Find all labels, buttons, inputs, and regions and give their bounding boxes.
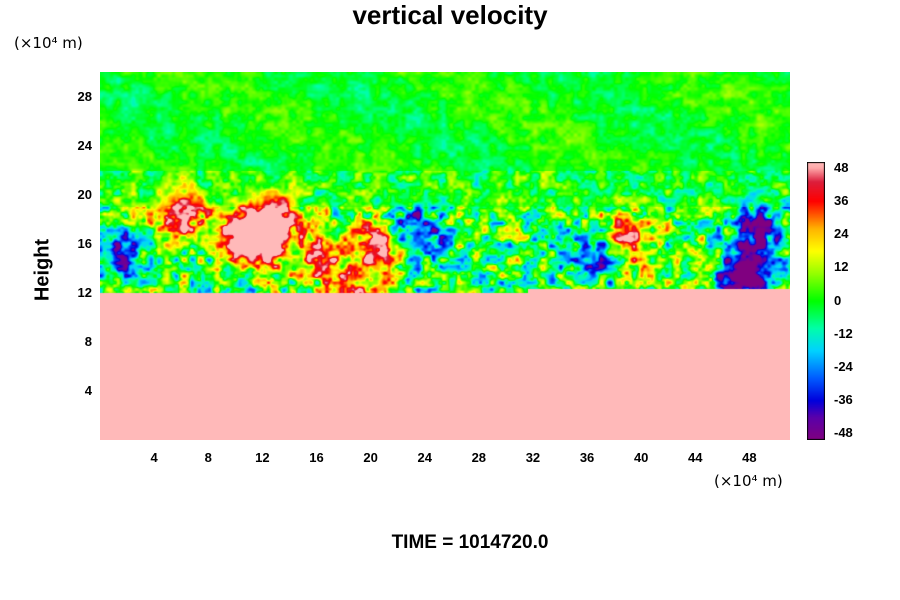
x-tick-label: 8 <box>204 450 212 465</box>
colorbar-tick-label: -24 <box>834 358 853 374</box>
x-tick-label: 40 <box>633 450 649 465</box>
y-axis-label: Height <box>31 238 54 302</box>
y-tick-label: 28 <box>77 88 92 104</box>
colorbar-tick-label: 12 <box>834 259 849 275</box>
chart-title: vertical velocity <box>352 0 548 30</box>
x-tick-label: 16 <box>309 450 324 465</box>
y-unit-label: (×10⁴ m) <box>14 34 83 52</box>
x-tick-label: 48 <box>742 450 757 465</box>
colorbar-tick-label: 48 <box>834 159 849 175</box>
x-tick-label: 24 <box>417 450 432 465</box>
y-tick-label: 12 <box>77 284 92 300</box>
colorbar-tick-label: -36 <box>834 392 853 408</box>
x-tick-label: 4 <box>150 450 158 465</box>
y-tick-label: 24 <box>77 137 92 153</box>
x-tick-label: 32 <box>525 450 541 465</box>
vertical-velocity-field <box>100 72 790 440</box>
x-unit-label: (×10⁴ m) <box>714 472 783 490</box>
colorbar-tick-label: 24 <box>834 226 849 242</box>
colorbar-tick-label: -48 <box>834 425 853 441</box>
colorbar-tick-label: -12 <box>834 325 853 341</box>
x-tick-label: 28 <box>471 450 487 465</box>
y-tick-label: 20 <box>77 186 92 202</box>
y-tick-label: 16 <box>77 235 92 251</box>
x-tick-label: 36 <box>579 450 595 465</box>
time-label: TIME = 1014720.0 <box>391 532 549 553</box>
colorbar-tick-label: 0 <box>834 292 842 308</box>
x-tick-label: 44 <box>688 450 703 465</box>
y-tick-label: 4 <box>84 382 92 398</box>
colorbar-tick-label: 36 <box>834 192 849 208</box>
x-tick-label: 12 <box>255 450 270 465</box>
x-tick-label: 20 <box>363 450 378 465</box>
colorbar <box>807 162 825 440</box>
y-tick-label: 8 <box>84 333 92 349</box>
